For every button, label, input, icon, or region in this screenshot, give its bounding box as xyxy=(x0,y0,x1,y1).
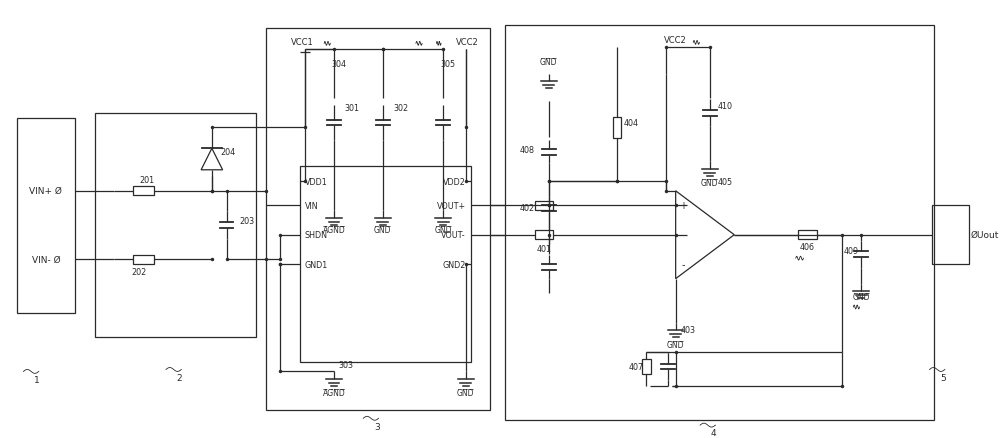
Text: G̅N̅D̅: G̅N̅D̅ xyxy=(457,389,474,398)
Bar xyxy=(133,187,154,196)
Text: 5: 5 xyxy=(940,373,946,382)
Text: ØUout: ØUout xyxy=(971,231,999,240)
Text: G̅N̅D̅: G̅N̅D̅ xyxy=(667,340,684,349)
Text: VOUT-: VOUT- xyxy=(441,231,466,240)
Text: 409: 409 xyxy=(844,246,859,255)
Text: G̅N̅D̅: G̅N̅D̅ xyxy=(852,292,870,301)
Text: +: + xyxy=(679,201,687,211)
Text: 301: 301 xyxy=(345,104,360,113)
Text: VIN+ Ø: VIN+ Ø xyxy=(29,187,62,196)
Text: 403: 403 xyxy=(681,325,696,334)
Text: 203: 203 xyxy=(239,216,254,225)
Text: A̅G̅N̅D̅: A̅G̅N̅D̅ xyxy=(323,226,345,235)
Text: 303: 303 xyxy=(339,360,354,369)
Bar xyxy=(266,28,490,410)
Text: VDD2: VDD2 xyxy=(443,177,466,186)
Text: VIN: VIN xyxy=(305,201,318,210)
Bar xyxy=(642,359,651,374)
Text: 402: 402 xyxy=(520,203,535,212)
Text: 305: 305 xyxy=(440,60,455,69)
Text: 401: 401 xyxy=(536,244,551,253)
Bar xyxy=(798,231,817,240)
Bar xyxy=(300,167,471,362)
Text: VDD1: VDD1 xyxy=(305,177,327,186)
Text: 204: 204 xyxy=(221,148,236,156)
Text: VCC2: VCC2 xyxy=(664,36,687,45)
Bar xyxy=(95,113,256,337)
Text: 407: 407 xyxy=(629,362,644,371)
Text: 3: 3 xyxy=(374,422,380,431)
Bar xyxy=(535,231,553,240)
Text: VOUT+: VOUT+ xyxy=(437,201,466,210)
Bar xyxy=(133,255,154,264)
Text: GND2: GND2 xyxy=(442,260,466,269)
Text: 1: 1 xyxy=(34,375,40,384)
Bar xyxy=(17,118,75,313)
Text: 302: 302 xyxy=(393,104,409,113)
Text: 202: 202 xyxy=(131,268,146,277)
Text: GND1: GND1 xyxy=(305,260,328,269)
Bar xyxy=(505,26,934,420)
Text: 408: 408 xyxy=(520,146,535,155)
Text: G̅N̅D̅: G̅N̅D̅ xyxy=(374,226,391,235)
Text: G̅N̅D̅: G̅N̅D̅ xyxy=(435,226,452,235)
Text: 405: 405 xyxy=(718,177,733,186)
Bar xyxy=(932,206,969,265)
Text: SHDN: SHDN xyxy=(305,231,328,240)
Text: 4: 4 xyxy=(711,428,717,438)
Text: G̅N̅D̅: G̅N̅D̅ xyxy=(701,179,719,188)
Bar xyxy=(613,117,621,139)
Text: A̅G̅N̅D̅: A̅G̅N̅D̅ xyxy=(323,389,345,398)
Text: VCC2: VCC2 xyxy=(456,38,479,47)
Text: 406: 406 xyxy=(800,242,815,251)
Text: 410: 410 xyxy=(718,102,733,111)
Text: G̅N̅D̅: G̅N̅D̅ xyxy=(540,58,557,67)
Text: VCC1: VCC1 xyxy=(291,38,314,47)
Text: 201: 201 xyxy=(139,175,154,184)
Text: 304: 304 xyxy=(331,60,346,69)
Bar xyxy=(535,201,553,210)
Text: -: - xyxy=(682,259,685,269)
Text: VIN- Ø: VIN- Ø xyxy=(32,255,60,264)
Text: 404: 404 xyxy=(624,119,639,127)
Text: 2: 2 xyxy=(177,373,182,382)
